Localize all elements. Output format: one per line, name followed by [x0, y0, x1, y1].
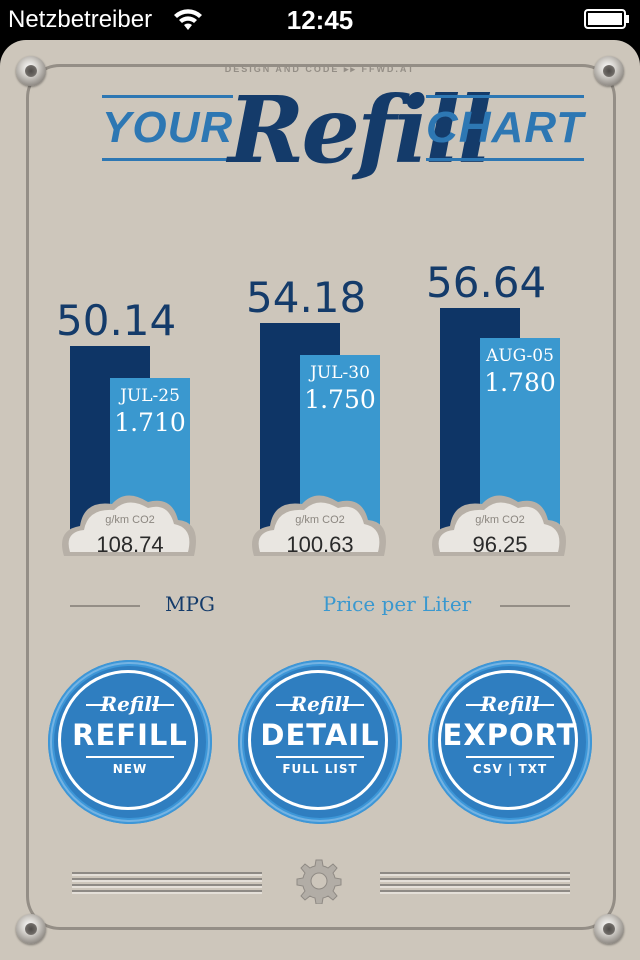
button-ring — [248, 670, 388, 810]
co2-unit: g/km CO2 — [295, 514, 345, 526]
divider — [276, 756, 320, 758]
co2-value: 96.25 — [472, 532, 528, 557]
divider — [466, 756, 510, 758]
co2-unit: g/km CO2 — [105, 514, 155, 526]
cloud-icon — [62, 495, 196, 556]
price-date: JUL-30 — [310, 363, 370, 384]
button-label: DETAIL — [260, 718, 380, 752]
mpg-value: 54.18 — [246, 272, 367, 322]
button-label: EXPORT — [442, 718, 578, 752]
carrier-name: Netzbetreiber — [8, 6, 153, 33]
speaker-grille — [380, 872, 570, 896]
button-sublabel: CSV | TXT — [472, 762, 548, 776]
cloud-icon — [432, 495, 566, 556]
decorative-frame — [26, 64, 616, 930]
divider — [276, 704, 298, 706]
divider — [532, 704, 554, 706]
legend-mpg: MPG — [165, 592, 215, 616]
co2-value: 100.63 — [286, 532, 354, 557]
divider — [86, 704, 108, 706]
divider — [152, 704, 174, 706]
button-script: Refill — [290, 692, 350, 716]
price-date: AUG-05 — [486, 346, 554, 367]
speaker-grille — [72, 872, 262, 896]
refill-new-button[interactable]: Refill REFILL NEW — [48, 660, 212, 824]
co2-value: 108.74 — [96, 532, 164, 557]
divider — [130, 756, 174, 758]
title-left: YOUR — [102, 95, 234, 161]
button-label: REFILL — [72, 718, 188, 752]
button-script: Refill — [100, 692, 160, 716]
button-ring — [438, 670, 578, 810]
price-date: JUL-25 — [120, 386, 180, 406]
mpg-value: 50.14 — [56, 296, 177, 345]
divider — [86, 756, 130, 758]
button-ring — [58, 670, 198, 810]
gear-icon[interactable] — [296, 858, 342, 904]
legend-divider — [500, 605, 570, 607]
button-ring — [430, 662, 590, 822]
wifi-icon — [174, 9, 202, 30]
divider — [510, 756, 554, 758]
price-value: 1.750 — [304, 385, 376, 415]
export-button[interactable]: Refill EXPORT CSV | TXT — [428, 660, 592, 824]
button-ring — [240, 662, 400, 822]
price-value: 1.710 — [114, 408, 186, 437]
button-script: Refill — [480, 692, 540, 716]
screw-icon — [16, 914, 46, 944]
detail-list-button[interactable]: Refill DETAIL FULL LIST — [238, 660, 402, 824]
design-credit: DESIGN AND CODE ▸▸ FFWD.AT — [224, 64, 416, 74]
screw-icon — [16, 56, 46, 86]
button-sublabel: NEW — [112, 762, 148, 776]
status-bar: Netzbetreiber 12:45 — [0, 0, 640, 40]
divider — [320, 756, 364, 758]
divider — [342, 704, 364, 706]
refill-chart: 50.14 JUL-25 1.710 g/km CO2 108.74 54.18 JUL-3… — [0, 40, 640, 960]
divider — [466, 704, 488, 706]
clock: 12:45 — [286, 5, 354, 35]
button-sublabel: FULL LIST — [282, 762, 358, 776]
button-ring — [50, 662, 210, 822]
price-value: 1.780 — [484, 368, 556, 398]
legend-price: Price per Liter — [322, 592, 472, 616]
cloud-icon — [252, 495, 386, 556]
legend-divider — [70, 605, 140, 607]
screw-icon — [594, 56, 624, 86]
co2-unit: g/km CO2 — [475, 514, 525, 526]
app-panel: DESIGN AND CODE ▸▸ FFWD.AT YOUR Refill C… — [0, 40, 640, 960]
screw-icon — [594, 914, 624, 944]
mpg-value: 56.64 — [426, 258, 547, 308]
battery-icon — [584, 9, 629, 29]
title-right: CHART — [426, 95, 585, 161]
